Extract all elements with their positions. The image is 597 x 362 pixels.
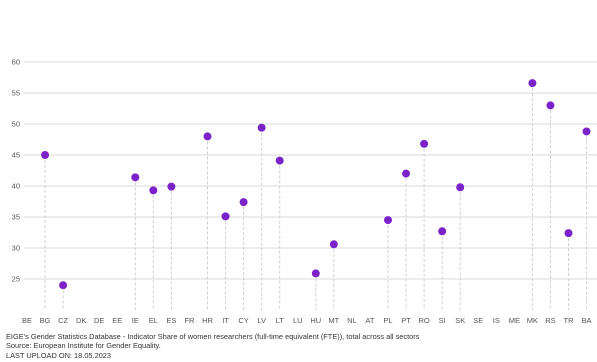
data-point-MT[interactable] [329,240,338,249]
data-point-BG[interactable] [41,151,50,159]
x-tick-label-TR: TR [564,316,575,325]
y-axis-ticks: 25 30 35 40 45 50 55 60 [12,58,20,284]
x-tick-label-ES: ES [166,316,176,325]
y-tick-label: 55 [12,89,20,98]
data-point-HR[interactable] [203,132,212,141]
x-tick-label-BG: BG [40,316,51,325]
data-point-PT[interactable] [402,169,411,178]
x-tick-label-LU: LU [293,316,303,325]
x-tick-label-MT: MT [328,316,339,325]
x-tick-label-NL: NL [347,316,357,325]
data-point-ES[interactable] [167,182,176,191]
x-tick-label-CY: CY [238,316,248,325]
data-point-IT[interactable] [221,212,230,221]
footer-upload-date: LAST UPLOAD ON: 18.05.2023 [6,350,112,360]
data-point-SI[interactable] [438,227,447,236]
x-tick-label-IT: IT [222,316,229,325]
chart-footer: EIGE's Gender Statistics Database - Indi… [6,332,419,360]
x-tick-label-SK: SK [455,316,465,325]
x-axis-ticks: BE BG CZ DK DE EE IE EL ES FR HR IT CY LV LT LU HU MT NL AT… [22,316,592,325]
y-tick-label: 30 [12,244,20,253]
x-tick-label-MK: MK [527,316,538,325]
drop-lines [44,83,588,310]
data-point-IE[interactable] [131,173,140,182]
y-tick-label: 25 [12,275,20,284]
x-tick-label-AT: AT [365,316,374,325]
data-point-HU[interactable] [311,269,320,278]
x-tick-label-RS: RS [545,316,555,325]
data-point-CY[interactable] [239,198,248,207]
data-point-SK[interactable] [456,183,465,192]
y-tick-label: 60 [12,58,20,67]
x-tick-label-LT: LT [276,316,285,325]
x-tick-label-DE: DE [94,316,104,325]
x-tick-label-RO: RO [418,316,429,325]
x-tick-label-SE: SE [473,316,483,325]
footer-source-line: EIGE's Gender Statistics Database - Indi… [6,332,420,341]
data-point-MK[interactable] [528,79,537,88]
data-point-EL[interactable] [149,186,158,195]
y-tick-label: 35 [12,213,20,222]
data-point-TR[interactable] [564,229,573,238]
x-tick-label-IS: IS [493,316,500,325]
y-tick-label: 50 [12,120,20,129]
x-tick-label-BE: BE [22,316,32,325]
x-tick-label-SI: SI [439,316,446,325]
x-tick-label-CZ: CZ [58,316,68,325]
x-tick-label-ME: ME [509,316,520,325]
data-point-LT[interactable] [275,156,284,165]
x-tick-label-FR: FR [184,316,195,325]
y-tick-label: 45 [12,151,20,160]
data-point-CZ[interactable] [59,281,68,290]
x-tick-label-LV: LV [257,316,266,325]
x-tick-label-PT: PT [401,316,411,325]
data-point-LV[interactable] [257,123,266,132]
x-tick-label-HU: HU [310,316,321,325]
x-tick-label-BA: BA [582,316,592,325]
data-point-PL[interactable] [384,216,392,225]
y-tick-label: 40 [12,182,20,191]
x-tick-label-DK: DK [76,316,86,325]
x-tick-label-EL: EL [149,316,158,325]
data-point-RO[interactable] [420,139,429,148]
x-tick-label-EE: EE [112,316,122,325]
data-points [41,79,591,290]
x-tick-label-HR: HR [202,316,213,325]
footer-attribution-line: Source: European Institute for Gender Eq… [6,341,161,351]
x-tick-label-PL: PL [383,316,392,325]
grid-lines [24,61,597,280]
x-tick-label-IE: IE [132,316,139,325]
data-point-RS[interactable] [546,101,555,110]
data-point-BA[interactable] [582,127,591,136]
